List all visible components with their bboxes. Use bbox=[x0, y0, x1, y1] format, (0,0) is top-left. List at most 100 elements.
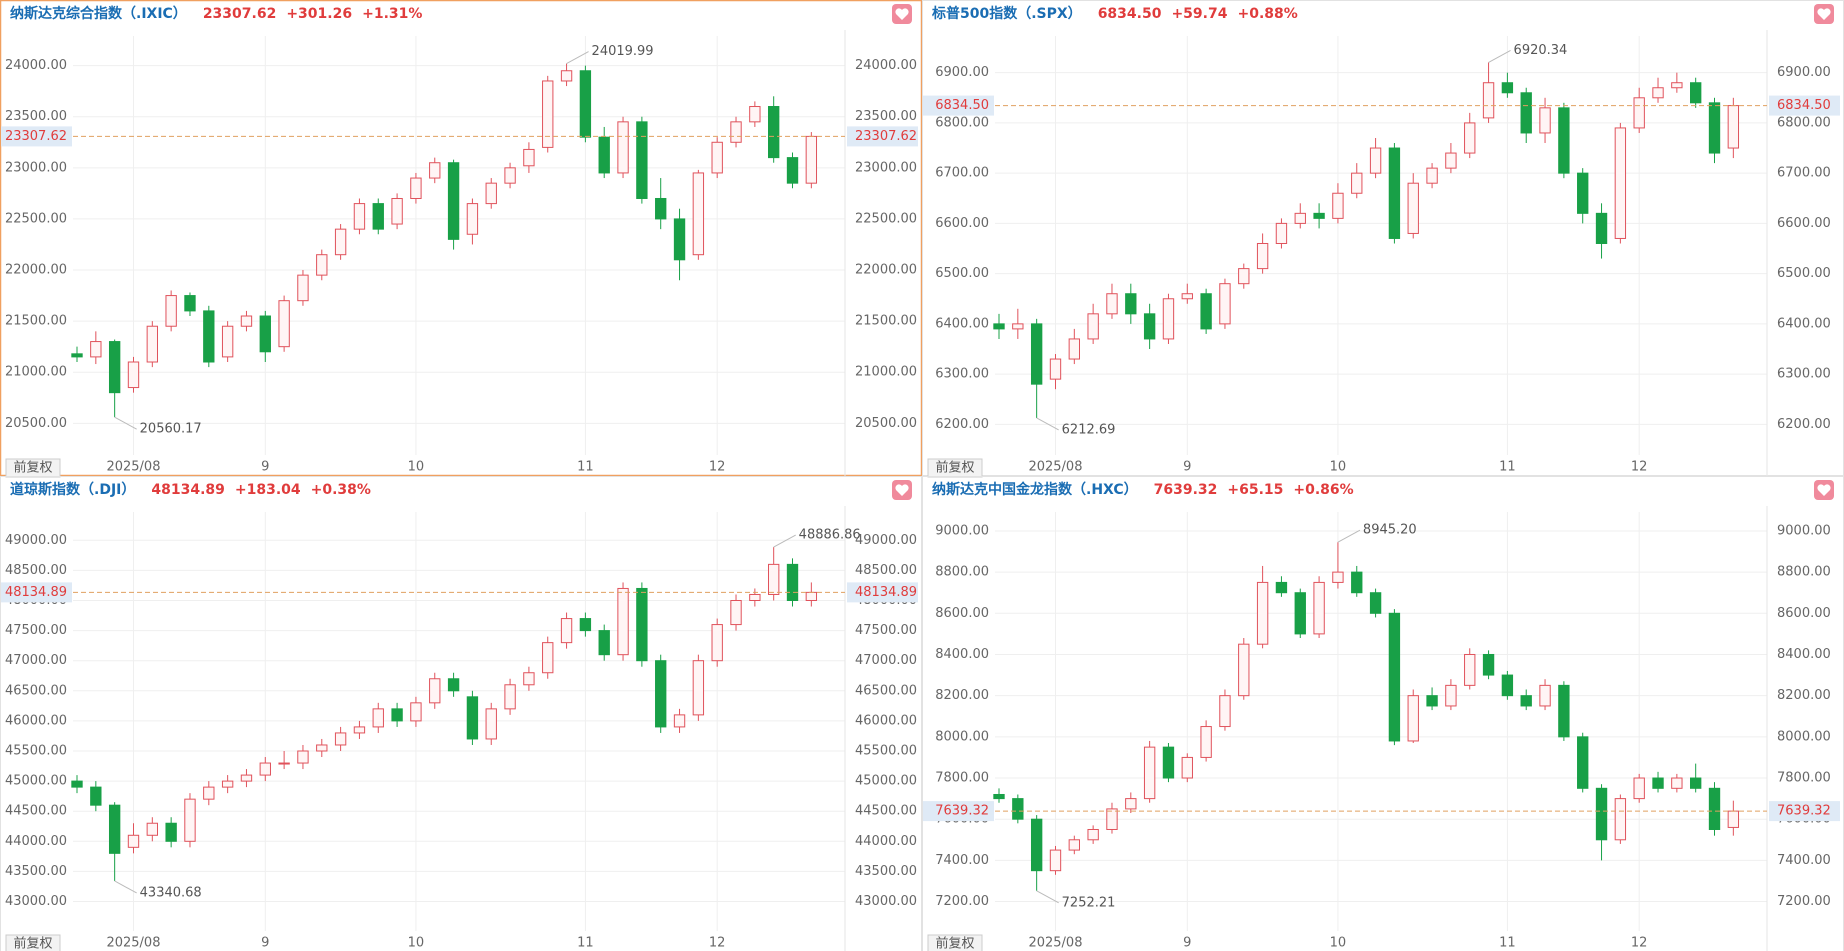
candle-body bbox=[786, 563, 799, 601]
y-tick-label: 8200.00 bbox=[935, 688, 989, 703]
header-change: +65.15 bbox=[1227, 482, 1283, 498]
low-label: 20560.17 bbox=[140, 422, 202, 437]
y-tick-label: 22500.00 bbox=[5, 211, 67, 226]
candle-body bbox=[1143, 746, 1156, 800]
x-tick-label: 9 bbox=[261, 460, 269, 475]
y-tick-label: 6700.00 bbox=[935, 166, 989, 181]
candle-body bbox=[1388, 612, 1401, 742]
y-tick-label: 6200.00 bbox=[935, 417, 989, 432]
candle-body bbox=[1200, 726, 1212, 758]
candle-body bbox=[165, 822, 177, 842]
candle-body bbox=[598, 136, 610, 174]
y-tick-label-right: 6500.00 bbox=[1777, 266, 1831, 281]
chart-panel: 标普500指数（.SPX） 6834.50 +59.74 +0.88% 6200.00 6… bbox=[922, 0, 1844, 478]
candle-body bbox=[617, 121, 629, 174]
adjust-bg bbox=[5, 934, 61, 951]
candle-body bbox=[805, 591, 818, 601]
x-tick-label: 9 bbox=[261, 936, 269, 951]
y-tick-label: 46500.00 bbox=[5, 683, 67, 698]
candle-body bbox=[485, 708, 497, 740]
y-tick-label: 7200.00 bbox=[935, 894, 989, 909]
y-tick-label-right: 46500.00 bbox=[855, 683, 917, 698]
candle-body bbox=[203, 786, 215, 800]
candle-body bbox=[259, 762, 271, 776]
x-tick-label: 2025/08 bbox=[1028, 936, 1082, 951]
candle-body bbox=[1087, 313, 1099, 340]
candle-body bbox=[1407, 182, 1419, 234]
y-tick-label-right: 7400.00 bbox=[1777, 853, 1831, 868]
adjust-label: 前复权 bbox=[13, 936, 52, 951]
candle-body bbox=[1087, 828, 1099, 841]
candle-body bbox=[1539, 107, 1551, 134]
candle-body bbox=[523, 148, 535, 167]
last-price-box-left bbox=[1, 126, 72, 147]
y-tick-label: 46000.00 bbox=[5, 713, 67, 728]
candle-body bbox=[1030, 323, 1043, 385]
candle-body bbox=[1577, 172, 1589, 214]
y-tick-label-right: 7200.00 bbox=[1777, 894, 1831, 909]
candle-body bbox=[1614, 798, 1627, 841]
candle-body bbox=[673, 714, 686, 728]
candle-body bbox=[184, 295, 196, 312]
header-change: +59.74 bbox=[1171, 6, 1227, 22]
favorite-button[interactable] bbox=[1814, 480, 1834, 500]
y-tick-label: 48500.00 bbox=[5, 563, 67, 578]
adjust-button[interactable]: 前复权 bbox=[927, 934, 983, 951]
candle-body bbox=[1445, 152, 1457, 169]
adjust-button[interactable]: 前复权 bbox=[5, 458, 61, 478]
favorite-button[interactable] bbox=[1814, 4, 1834, 24]
adjust-button[interactable]: 前复权 bbox=[927, 458, 983, 478]
last-price-label-right: 23307.62 bbox=[855, 129, 917, 144]
header-change: +183.04 bbox=[235, 482, 301, 498]
candle-body bbox=[1238, 643, 1250, 697]
candle-body bbox=[429, 162, 441, 179]
candle-body bbox=[466, 696, 479, 740]
candle-body bbox=[372, 708, 384, 728]
y-tick-label-right: 8000.00 bbox=[1777, 729, 1831, 744]
last-price-box-left bbox=[923, 95, 994, 116]
candle-body bbox=[749, 106, 761, 123]
candle-body bbox=[1708, 787, 1721, 830]
candle-body bbox=[447, 162, 460, 240]
candle-body bbox=[316, 254, 328, 276]
y-tick-label-right: 49000.00 bbox=[855, 533, 917, 548]
candle-body bbox=[993, 323, 1005, 330]
candle-body bbox=[1633, 777, 1645, 800]
y-tick-label-right: 44500.00 bbox=[855, 804, 917, 819]
header-price: 6834.50 bbox=[1098, 6, 1162, 22]
favorite-button[interactable] bbox=[892, 480, 912, 500]
y-tick-label: 6600.00 bbox=[935, 216, 989, 231]
candle-body bbox=[71, 353, 83, 358]
y-tick-label-right: 47000.00 bbox=[855, 653, 917, 668]
y-tick-label: 6300.00 bbox=[935, 367, 989, 382]
candle-body bbox=[1558, 107, 1570, 174]
candle-body bbox=[1369, 592, 1382, 614]
adjust-button[interactable]: 前复权 bbox=[5, 934, 61, 951]
candle-body bbox=[391, 708, 403, 722]
candle-body bbox=[240, 315, 253, 327]
panel-border bbox=[0, 0, 923, 477]
chart-panel: 纳斯达克中国金龙指数（.HXC） 7639.32 +65.15 +0.86% 7200.… bbox=[922, 476, 1844, 951]
candle-body bbox=[1445, 684, 1457, 707]
candle-body bbox=[372, 203, 384, 230]
candle-body bbox=[1727, 105, 1740, 149]
candle-body bbox=[1012, 323, 1024, 330]
candle-body bbox=[1482, 82, 1495, 119]
x-tick-label: 12 bbox=[1631, 460, 1648, 475]
candle-body bbox=[334, 228, 347, 256]
candle-body bbox=[1369, 147, 1382, 174]
header-change: +301.26 bbox=[286, 6, 352, 22]
y-tick-label: 45500.00 bbox=[5, 743, 67, 758]
candle-body bbox=[108, 341, 121, 394]
favorite-button[interactable] bbox=[892, 4, 912, 24]
y-tick-label: 21500.00 bbox=[5, 314, 67, 329]
y-tick-label: 7400.00 bbox=[935, 853, 989, 868]
chart-panel: 纳斯达克综合指数（.IXIC） 23307.62 +301.26 +1.31% 2050… bbox=[0, 0, 923, 478]
x-tick-label: 12 bbox=[709, 936, 726, 951]
y-tick-label-right: 6800.00 bbox=[1777, 115, 1831, 130]
y-tick-label: 44500.00 bbox=[5, 804, 67, 819]
candle-body bbox=[655, 197, 667, 220]
high-label: 48886.86 bbox=[799, 528, 861, 543]
candle-body bbox=[504, 167, 516, 184]
y-tick-label-right: 45000.00 bbox=[855, 774, 917, 789]
